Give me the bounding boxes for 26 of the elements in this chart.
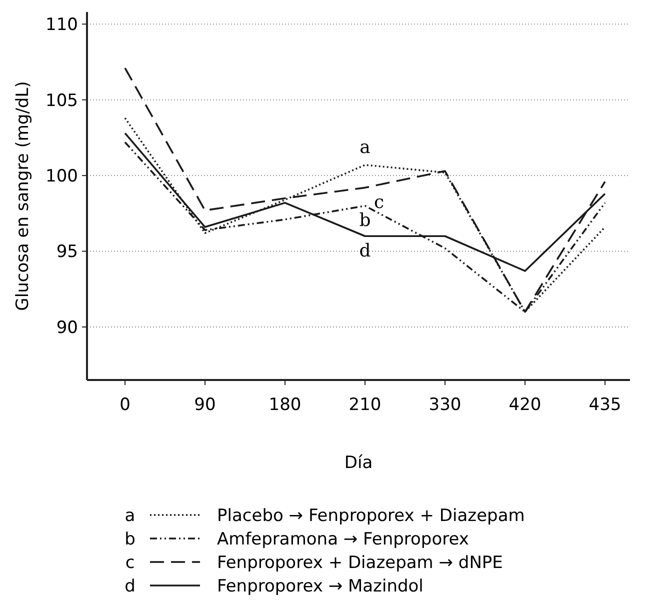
x-tick-label: 180 (268, 395, 302, 415)
text: d (124, 576, 136, 596)
x-tick-label: 90 (194, 395, 216, 415)
y-tick-label: 95 (56, 242, 78, 262)
annotation: b (359, 210, 371, 232)
y-tick-label: 105 (46, 90, 78, 111)
legend-label: Placebo → Fenproporex + Diazepam (217, 506, 525, 526)
legend-label: Fenproporex + Diazepam → dNPE (217, 552, 503, 573)
x-tick-label: 420 (508, 395, 542, 415)
x-tick-label: 0 (120, 395, 130, 415)
legend-label: Amfepramona → Fenproporex (217, 529, 469, 550)
y-tick-label: 100 (46, 166, 78, 187)
text: b (124, 529, 136, 550)
y-tick-label: 90 (56, 318, 78, 338)
y-axis-title: Glucosa en sangre (mg/dL) (13, 81, 33, 311)
text: a (124, 506, 136, 526)
x-axis-title: Día (344, 453, 373, 473)
text: c (125, 552, 135, 573)
x-tick-label: 435 (588, 395, 622, 415)
annotation: a (360, 136, 371, 158)
x-tick-label: 210 (348, 395, 382, 415)
annotation: c (374, 192, 384, 213)
legend-label: Fenproporex → Mazindol (217, 576, 424, 596)
y-tick-label: 110 (46, 15, 78, 36)
x-tick-label: 330 (428, 395, 462, 415)
annotation: d (359, 240, 371, 262)
